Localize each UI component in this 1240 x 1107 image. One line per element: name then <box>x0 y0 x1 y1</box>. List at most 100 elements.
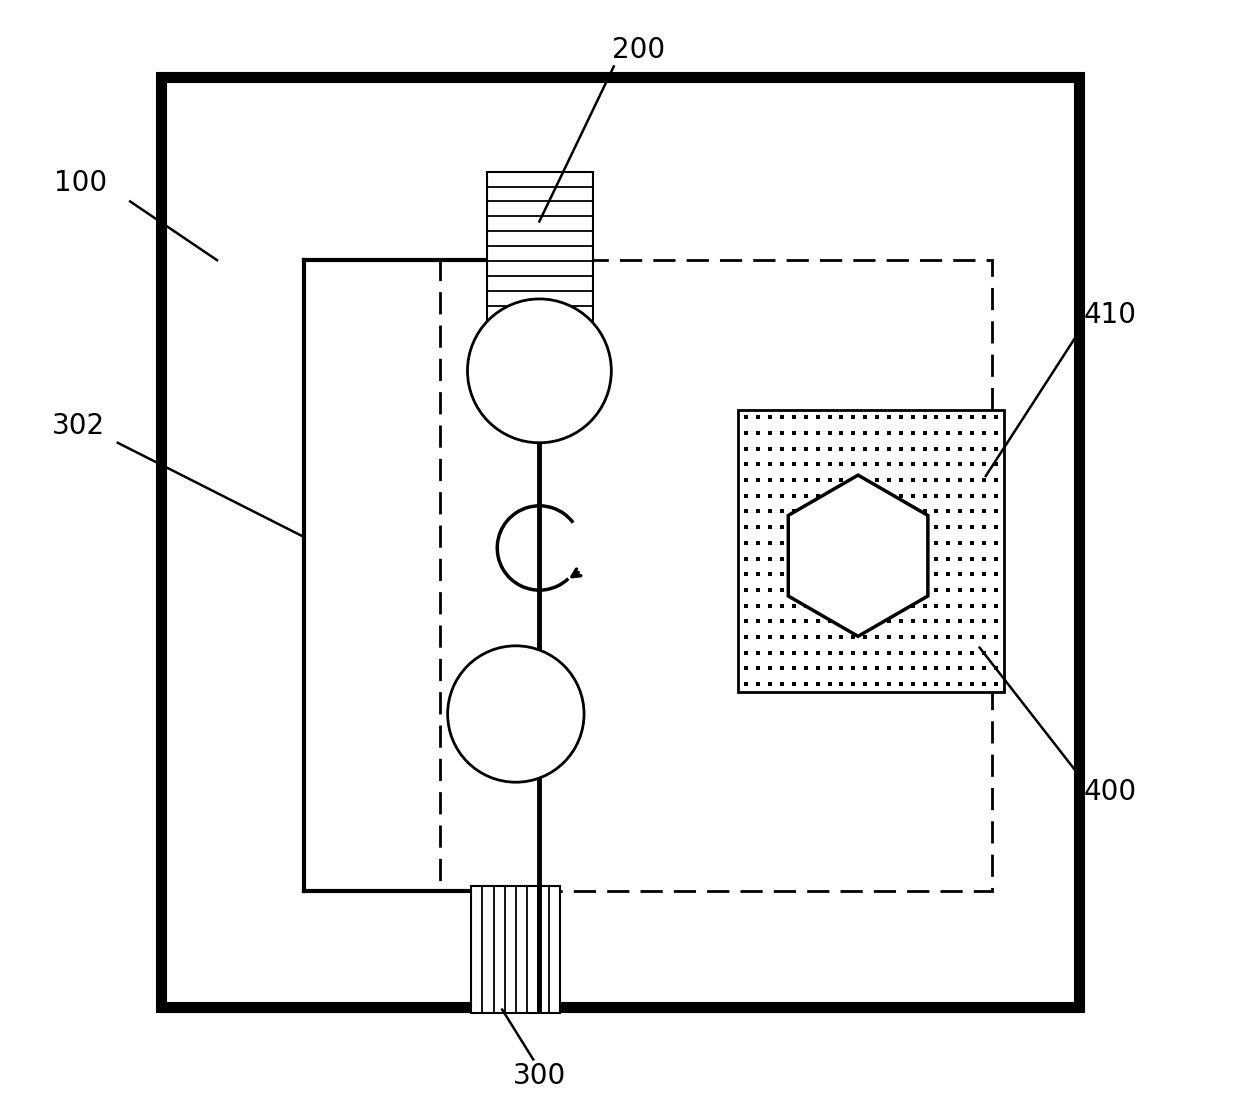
Point <box>820 612 839 630</box>
Point <box>890 644 910 662</box>
Point <box>890 503 910 520</box>
Point <box>903 628 923 645</box>
Point <box>867 518 887 536</box>
Point <box>890 675 910 693</box>
Point <box>939 581 959 599</box>
Point <box>962 581 982 599</box>
Point <box>950 550 970 568</box>
Point <box>773 566 792 583</box>
Point <box>973 487 993 505</box>
Bar <box>738 410 1004 692</box>
Point <box>903 487 923 505</box>
Point <box>843 424 863 442</box>
Point <box>737 660 756 677</box>
Point <box>843 597 863 614</box>
Point <box>879 439 899 457</box>
Point <box>749 518 769 536</box>
Point <box>773 660 792 677</box>
Point <box>986 534 1006 551</box>
Point <box>903 456 923 474</box>
Point <box>867 439 887 457</box>
Point <box>867 566 887 583</box>
Point <box>890 566 910 583</box>
Point <box>915 550 935 568</box>
Point <box>843 408 863 426</box>
Point <box>749 566 769 583</box>
Point <box>986 612 1006 630</box>
Point <box>820 566 839 583</box>
Point <box>939 534 959 551</box>
Point <box>950 660 970 677</box>
Point <box>832 644 852 662</box>
Point <box>773 456 792 474</box>
Point <box>915 518 935 536</box>
Point <box>962 644 982 662</box>
Point <box>950 612 970 630</box>
Point <box>903 424 923 442</box>
Point <box>903 660 923 677</box>
Point <box>796 675 816 693</box>
Point <box>784 628 804 645</box>
Point <box>856 581 875 599</box>
Point <box>832 503 852 520</box>
Point <box>856 518 875 536</box>
Point <box>950 472 970 489</box>
Point <box>915 581 935 599</box>
Point <box>807 424 827 442</box>
Point <box>843 675 863 693</box>
Point <box>939 518 959 536</box>
Point <box>807 534 827 551</box>
Point <box>950 503 970 520</box>
Point <box>879 424 899 442</box>
Point <box>807 581 827 599</box>
Point <box>856 424 875 442</box>
Point <box>773 644 792 662</box>
Point <box>915 628 935 645</box>
Point <box>749 472 769 489</box>
Point <box>832 628 852 645</box>
Point <box>867 597 887 614</box>
Point <box>939 566 959 583</box>
Point <box>807 597 827 614</box>
Point <box>986 675 1006 693</box>
Point <box>962 503 982 520</box>
Point <box>950 675 970 693</box>
Point <box>784 456 804 474</box>
Point <box>903 503 923 520</box>
Point <box>749 503 769 520</box>
Point <box>962 439 982 457</box>
Point <box>737 597 756 614</box>
Point <box>879 581 899 599</box>
Point <box>807 408 827 426</box>
Text: 100: 100 <box>55 168 107 197</box>
Point <box>784 566 804 583</box>
Point <box>832 408 852 426</box>
Point <box>737 456 756 474</box>
Point <box>903 566 923 583</box>
Point <box>986 518 1006 536</box>
Point <box>760 456 780 474</box>
Point <box>950 566 970 583</box>
Point <box>926 566 946 583</box>
Point <box>856 456 875 474</box>
Point <box>926 675 946 693</box>
Point <box>986 487 1006 505</box>
Point <box>986 472 1006 489</box>
Point <box>773 581 792 599</box>
Point <box>796 456 816 474</box>
Point <box>926 503 946 520</box>
Point <box>986 660 1006 677</box>
Point <box>890 550 910 568</box>
Point <box>773 439 792 457</box>
Point <box>773 534 792 551</box>
Bar <box>440 260 992 891</box>
Point <box>784 503 804 520</box>
Point <box>820 628 839 645</box>
Point <box>773 612 792 630</box>
Point <box>749 424 769 442</box>
Point <box>843 566 863 583</box>
Point <box>796 439 816 457</box>
Point <box>867 503 887 520</box>
Point <box>950 581 970 599</box>
Point <box>737 408 756 426</box>
